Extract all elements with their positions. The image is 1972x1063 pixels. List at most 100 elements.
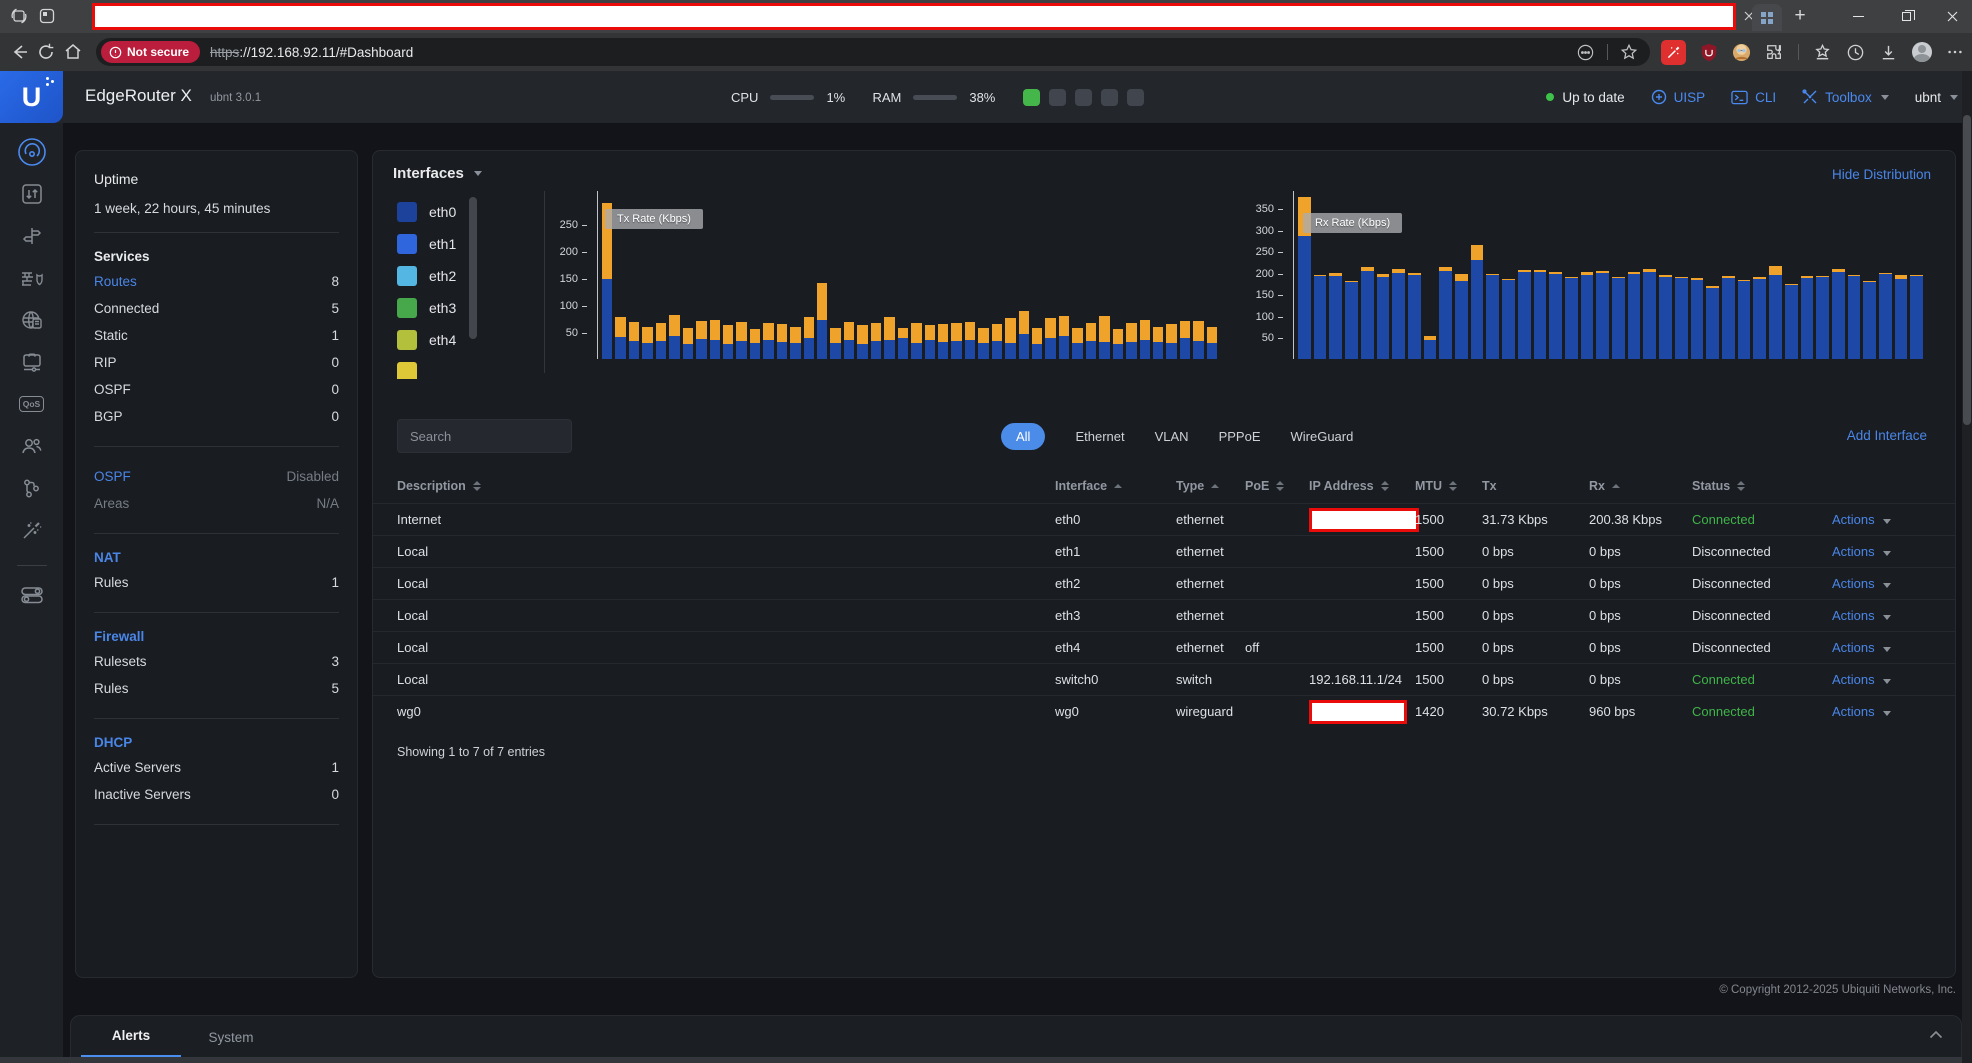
active-tab-title-redacted[interactable] (92, 3, 1736, 30)
section-heading[interactable]: Firewall (94, 629, 145, 644)
sort-icon[interactable] (1737, 481, 1746, 491)
profile-avatar[interactable] (1912, 42, 1932, 62)
legend-scrollbar[interactable] (469, 197, 477, 339)
actions-dropdown[interactable]: Actions (1832, 640, 1875, 655)
new-tab-icon[interactable]: + (1794, 5, 1806, 26)
downloads-icon[interactable] (1879, 43, 1898, 62)
page-scrollbar[interactable] (1962, 71, 1972, 1063)
hide-distribution-link[interactable]: Hide Distribution (1831, 167, 1931, 182)
cli-button[interactable]: CLI (1731, 90, 1776, 105)
window-close-icon[interactable] (1930, 0, 1972, 32)
favorite-star-icon[interactable] (1620, 43, 1638, 61)
actions-dropdown[interactable]: Actions (1832, 512, 1875, 527)
section-heading[interactable]: DHCP (94, 735, 133, 750)
column-header[interactable]: PoE (1245, 479, 1309, 493)
legend-item[interactable]: eth1 (397, 233, 517, 254)
background-tab[interactable] (1752, 4, 1782, 31)
browser-menu-icon[interactable] (1946, 43, 1964, 61)
sort-icon[interactable] (472, 481, 481, 491)
actions-dropdown[interactable]: Actions (1832, 608, 1875, 623)
persona-extension-icon[interactable] (1732, 43, 1751, 62)
legend-item[interactable]: eth2 (397, 265, 517, 286)
section-heading[interactable]: NAT (94, 550, 121, 565)
filter-pill-wireguard[interactable]: WireGuard (1290, 428, 1354, 444)
column-header[interactable]: MTU (1415, 479, 1482, 493)
filter-pill-vlan[interactable]: VLAN (1154, 428, 1189, 444)
sort-asc-icon[interactable] (1114, 484, 1123, 488)
overview-row-label[interactable]: OSPF (94, 469, 131, 484)
legend-item[interactable]: eth3 (397, 297, 517, 318)
chart-bar (1659, 275, 1672, 359)
column-header[interactable]: Rx (1589, 479, 1692, 493)
actions-dropdown[interactable]: Actions (1832, 672, 1875, 687)
legend-item[interactable]: eth0 (397, 201, 517, 222)
sort-icon[interactable] (1276, 481, 1285, 491)
account-dropdown[interactable]: ubnt (1915, 90, 1958, 105)
back-icon[interactable] (10, 42, 30, 62)
filter-pill-pppoe[interactable]: PPPoE (1218, 428, 1261, 444)
home-icon[interactable] (63, 42, 83, 62)
search-input[interactable] (397, 419, 572, 453)
column-header[interactable]: IP Address (1309, 479, 1415, 493)
system-meters: CPU 1% RAM 38% (731, 71, 1145, 123)
filter-pill-ethernet[interactable]: Ethernet (1075, 428, 1125, 444)
column-header[interactable]: Description (397, 479, 1055, 493)
bar-segment-secondary (655, 323, 667, 342)
bottom-tab-system[interactable]: System (208, 1029, 254, 1045)
nav-traffic-icon[interactable] (14, 179, 50, 209)
nav-firewall-icon[interactable] (14, 263, 50, 293)
legend-item[interactable]: eth4 (397, 329, 517, 350)
column-header[interactable]: Interface (1055, 479, 1176, 493)
interfaces-dropdown[interactable]: Interfaces (393, 165, 482, 182)
bar-segment-secondary (830, 327, 841, 344)
ubiquiti-logo[interactable]: U (0, 71, 63, 123)
bottom-tab-alerts[interactable]: Alerts (81, 1016, 181, 1058)
tab-actions-icon[interactable] (38, 7, 56, 25)
window-restore-icon[interactable] (1884, 0, 1928, 32)
table-row: Local eth1 ethernet 1500 0 bps 0 bps Disconnec… (373, 535, 1955, 567)
nav-qos-icon[interactable]: QoS (14, 389, 50, 419)
nav-services-icon[interactable] (14, 305, 50, 335)
sort-asc-icon[interactable] (1211, 484, 1220, 488)
bar-segment-secondary (1139, 320, 1150, 341)
window-minimize-icon[interactable] (1836, 0, 1880, 32)
actions-dropdown[interactable]: Actions (1832, 704, 1875, 719)
refresh-icon[interactable] (36, 42, 56, 62)
ublock-extension-icon[interactable] (1700, 43, 1718, 62)
wand-extension-icon[interactable] (1661, 39, 1686, 65)
column-header[interactable]: Tx (1482, 479, 1497, 493)
nav-dashboard-icon[interactable] (14, 137, 50, 167)
nav-settings-icon[interactable] (14, 580, 50, 610)
sort-asc-icon[interactable] (1611, 484, 1620, 488)
chevron-up-icon[interactable] (1929, 1030, 1943, 1039)
address-more-icon[interactable] (1576, 43, 1595, 62)
chart-bar (696, 321, 707, 359)
actions-dropdown[interactable]: Actions (1832, 544, 1875, 559)
overview-row-label[interactable]: Routes (94, 274, 137, 289)
legend-item[interactable] (397, 361, 517, 379)
address-bar[interactable]: Not secure https://192.168.92.11/#Dashbo… (96, 38, 1650, 66)
actions-dropdown[interactable]: Actions (1832, 576, 1875, 591)
nav-vpn-icon[interactable] (14, 347, 50, 377)
history-icon[interactable] (1846, 43, 1865, 62)
uisp-button[interactable]: UISP (1651, 89, 1705, 105)
bar-segment-primary (817, 319, 828, 359)
nav-routing-icon[interactable] (14, 221, 50, 251)
column-header[interactable]: Status (1692, 479, 1832, 493)
add-interface-link[interactable]: Add Interface (1846, 428, 1927, 443)
toolbox-dropdown[interactable]: Toolbox (1802, 89, 1889, 105)
bar-segment-primary (1643, 271, 1657, 359)
filter-pill-all[interactable]: All (1001, 422, 1046, 450)
nav-wizard-icon[interactable] (14, 515, 50, 545)
collections-icon[interactable] (1813, 43, 1832, 62)
workspaces-icon[interactable] (10, 7, 28, 25)
sort-icon[interactable] (1449, 481, 1458, 491)
sort-icon[interactable] (1380, 481, 1389, 491)
page-scrollbar-thumb[interactable] (1963, 115, 1971, 425)
bar-segment-primary (964, 340, 976, 359)
extensions-puzzle-icon[interactable] (1765, 43, 1784, 62)
nav-users-icon[interactable] (14, 431, 50, 461)
column-header[interactable]: Type (1176, 479, 1245, 493)
not-secure-badge[interactable]: Not secure (101, 41, 201, 63)
nav-config-tree-icon[interactable] (14, 473, 50, 503)
